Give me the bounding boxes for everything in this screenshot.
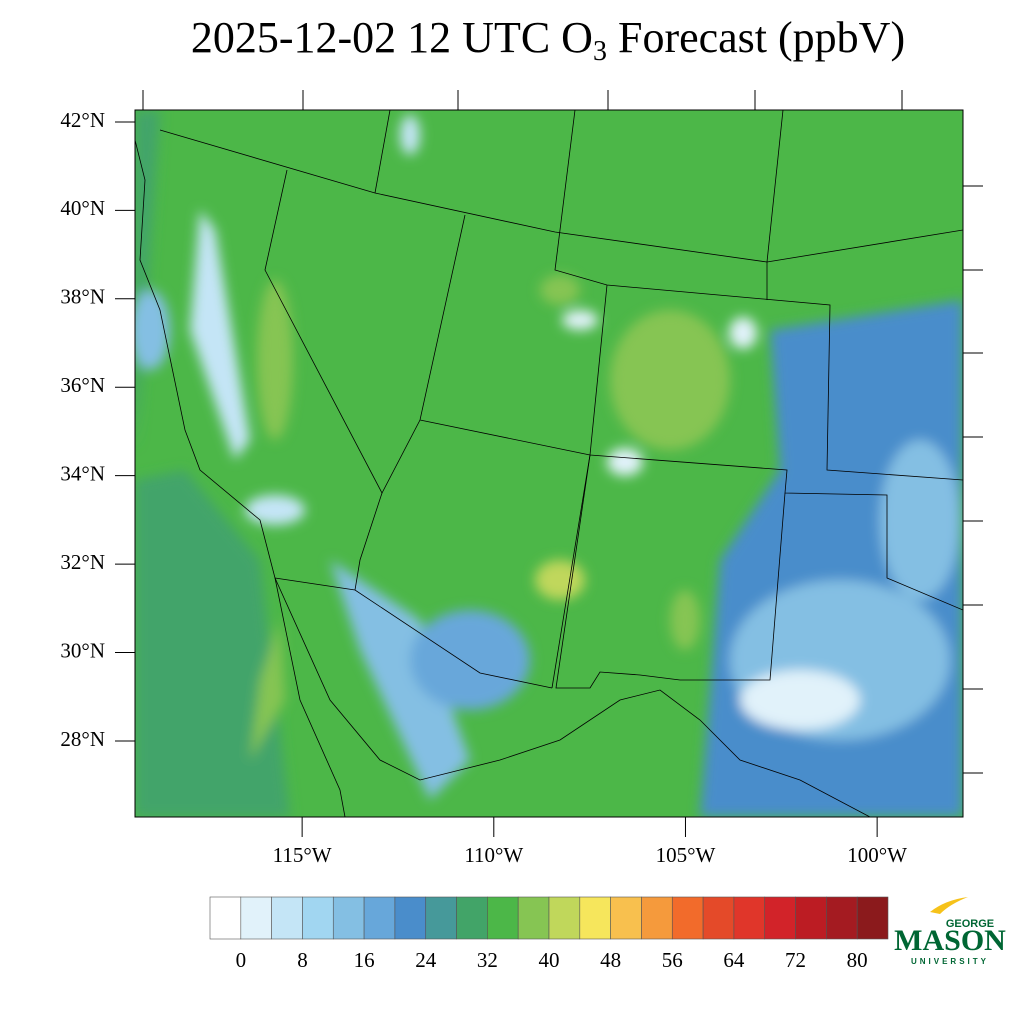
colorbar-box xyxy=(240,896,272,940)
colorbar-box xyxy=(548,896,581,940)
low-area xyxy=(740,670,860,730)
title-rest: Forecast (ppbV) xyxy=(607,13,905,62)
lon-tick-label: 115°W xyxy=(273,843,332,867)
lat-tick-label: 32°N xyxy=(60,550,105,574)
colorbar-box xyxy=(394,896,427,940)
map-field xyxy=(135,110,963,817)
logo: GEORGE MASON UNIVERSITY xyxy=(894,897,1006,966)
colorbar-box xyxy=(517,896,550,940)
colorbar-box xyxy=(209,896,242,940)
colorbar-label: 72 xyxy=(785,948,806,972)
colorbar-label: 0 xyxy=(236,948,247,972)
lon-tick-label: 100°W xyxy=(847,843,907,867)
colorbar-box xyxy=(733,896,766,940)
blue-area xyxy=(410,610,530,710)
chart-title: 2025-12-02 12 UTC O3 Forecast (ppbV) xyxy=(191,13,905,67)
colorbar-box xyxy=(795,896,827,940)
frame-ticks xyxy=(142,90,983,774)
low-area xyxy=(607,448,643,476)
colorbar-label: 16 xyxy=(354,948,375,972)
high-area xyxy=(257,280,293,440)
colorbar-label: 80 xyxy=(847,948,868,972)
high-area xyxy=(540,275,580,305)
lon-tick-label: 110°W xyxy=(464,843,523,867)
colorbar-box xyxy=(271,896,303,940)
blue-area xyxy=(330,560,470,800)
low-area xyxy=(245,495,305,525)
title-subscript: 3 xyxy=(593,36,607,67)
colorbar-label: 40 xyxy=(539,948,560,972)
lat-tick-label: 30°N xyxy=(60,638,105,662)
low-area xyxy=(729,317,757,349)
colorbar-box xyxy=(671,896,704,940)
colorbar-label: 56 xyxy=(662,948,683,972)
logo-bottom: UNIVERSITY xyxy=(911,957,989,966)
logo-top: GEORGE xyxy=(946,918,994,930)
lat-tick-label: 34°N xyxy=(60,461,105,485)
colorbar-label: 64 xyxy=(723,948,745,972)
colorbar-box xyxy=(764,896,796,940)
colorbar-label: 24 xyxy=(415,948,437,972)
ocean xyxy=(135,470,290,817)
low-area xyxy=(190,210,250,460)
lat-tick-label: 40°N xyxy=(60,196,105,220)
colorbar-box xyxy=(610,896,642,940)
high-area xyxy=(670,590,700,650)
logo-main: MASON xyxy=(894,924,1006,957)
colorbar: 0 8 16 24 32 40 48 56 64 72 80 xyxy=(209,896,889,972)
colorbar-label: 48 xyxy=(600,948,621,972)
lat-tick-label: 36°N xyxy=(60,373,105,397)
blue-area xyxy=(880,440,960,600)
colorbar-box xyxy=(487,896,519,940)
high-area xyxy=(610,310,730,450)
high-area xyxy=(250,620,285,760)
colorbar-box xyxy=(363,896,396,940)
colorbar-label: 32 xyxy=(477,948,498,972)
colorbar-box xyxy=(579,896,611,940)
colorbar-box xyxy=(332,896,365,940)
lat-tick-label: 38°N xyxy=(60,285,105,309)
state-line xyxy=(159,129,963,263)
map-frame xyxy=(134,109,964,818)
logo-swoosh xyxy=(930,897,968,914)
colorbar-box xyxy=(702,896,735,940)
lat-tick-label: 28°N xyxy=(60,727,105,751)
colorbar-box xyxy=(302,896,334,940)
high-area xyxy=(535,560,585,600)
lat-tick-label: 42°N xyxy=(60,108,105,132)
title-main: 2025-12-02 12 UTC O xyxy=(191,13,593,62)
lon-tick-label: 105°W xyxy=(656,843,716,867)
colorbar-box xyxy=(456,896,488,940)
low-area xyxy=(400,115,420,155)
low-area xyxy=(562,310,598,330)
boundaries xyxy=(135,110,963,817)
colorbar-box xyxy=(425,896,457,940)
blue-area xyxy=(135,290,170,370)
colorbar-box xyxy=(641,896,673,940)
colorbar-box xyxy=(826,896,858,940)
colorbar-label: 8 xyxy=(297,948,308,972)
colorbar-box xyxy=(856,896,889,940)
